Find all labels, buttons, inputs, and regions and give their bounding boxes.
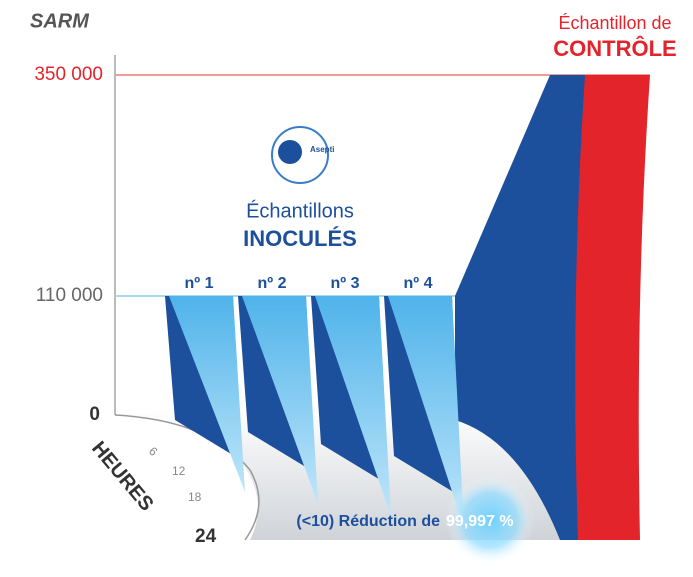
control-title: CONTRÔLE [553, 36, 676, 61]
footer-highlight: 99,997 % [446, 513, 514, 530]
y-tick-label: 350 000 [34, 64, 103, 85]
control-growth [455, 75, 585, 540]
sample-label: nº 4 [404, 275, 433, 292]
x-tick-label: 24 [195, 526, 217, 547]
x-axis-label: HEURES [87, 437, 157, 515]
reduction-wedge [242, 296, 318, 504]
x-tick-label: 6 [146, 444, 160, 459]
x-tick-label: 12 [172, 464, 186, 478]
footer-text: (<10) Réduction de [296, 513, 440, 530]
y-tick-label: 110 000 [36, 285, 103, 306]
y-tick-label: 0 [89, 404, 100, 425]
glow [445, 475, 535, 565]
logo-icon [278, 140, 302, 164]
heading: INOCULÉS [243, 226, 357, 251]
reduction-wedge [315, 296, 391, 516]
reduction-wedge [388, 296, 464, 528]
x-tick-label: 18 [188, 490, 202, 504]
reduction-wedge [169, 296, 245, 492]
control-title: Échantillon de [558, 13, 671, 33]
heading: Échantillons [246, 199, 354, 222]
sample-label: nº 1 [185, 275, 214, 292]
sample-label: nº 2 [258, 275, 287, 292]
logo-text: Asepti [310, 145, 334, 154]
sample-label: nº 3 [331, 275, 360, 292]
x-axis [114, 414, 260, 541]
y-axis-label: SARM [30, 10, 90, 32]
